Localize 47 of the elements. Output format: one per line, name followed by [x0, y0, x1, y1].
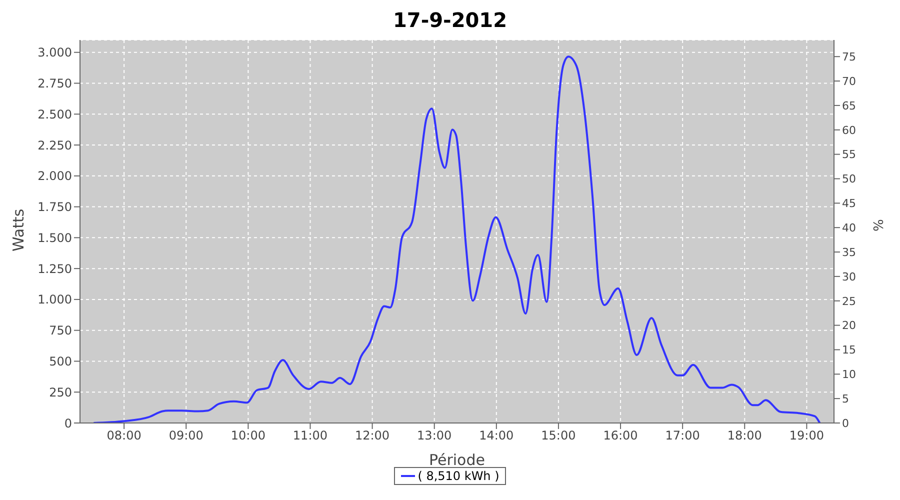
y-tick-label: 3.000 — [38, 46, 72, 60]
y2-tick-label: 5 — [842, 392, 849, 406]
chart-title: 17-9-2012 — [392, 8, 508, 34]
y2-tick-label: 60 — [842, 124, 856, 137]
y2-axis-title: % — [869, 219, 884, 232]
y2-tick-label: 20 — [842, 319, 856, 332]
y2-tick-label: 15 — [842, 344, 856, 357]
y-tick-label: 1.250 — [38, 262, 72, 276]
y-tick-label: 2.250 — [38, 138, 72, 152]
x-tick-label: 16:00 — [603, 428, 638, 443]
x-tick-label: 18:00 — [727, 428, 762, 443]
x-axis-title: Période — [428, 451, 486, 469]
y-tick-label: 250 — [49, 385, 72, 400]
y-tick-label: 2.500 — [38, 107, 72, 122]
y2-tick-label: 10 — [842, 368, 856, 382]
y2-tick-label: 0 — [842, 416, 849, 430]
x-tick-label: 13:00 — [417, 428, 452, 443]
x-tick-label: 15:00 — [541, 428, 576, 443]
x-tick-label: 08:00 — [106, 428, 142, 443]
y2-tick-label: 75 — [842, 50, 856, 64]
legend-label: ( 8,510 kWh ) — [418, 469, 500, 483]
y-axis-title: Watts — [9, 208, 28, 252]
y-tick-label: 2.000 — [38, 169, 72, 184]
y-tick-label: 0 — [64, 416, 72, 430]
x-tick-label: 11:00 — [292, 428, 328, 443]
y2-tick-label: 50 — [842, 172, 856, 186]
y2-tick-label: 45 — [842, 197, 856, 210]
y2-tick-label: 70 — [842, 74, 856, 88]
y-tick-label: 2.750 — [38, 76, 72, 90]
y-tick-label: 1.500 — [38, 230, 72, 245]
y-tick-label: 1.750 — [38, 200, 72, 214]
line-series — [92, 56, 821, 423]
x-tick-label: 12:00 — [354, 428, 390, 443]
y2-tick-label: 55 — [842, 148, 856, 162]
y2-tick-label: 25 — [842, 294, 856, 308]
y2-tick-label: 35 — [842, 246, 856, 259]
x-tick-label: 19:00 — [789, 428, 824, 443]
y2-tick-label: 65 — [842, 99, 856, 112]
x-tick-label: 17:00 — [665, 428, 700, 443]
x-tick-label: 09:00 — [168, 428, 204, 443]
y-tick-label: 1.000 — [38, 292, 72, 307]
y-tick-label: 750 — [49, 324, 72, 338]
y2-tick-label: 30 — [842, 270, 856, 284]
x-tick-label: 10:00 — [230, 428, 266, 443]
y2-tick-label: 40 — [842, 221, 856, 234]
y-tick-label: 500 — [49, 354, 72, 368]
x-tick-label: 14:00 — [479, 428, 514, 443]
